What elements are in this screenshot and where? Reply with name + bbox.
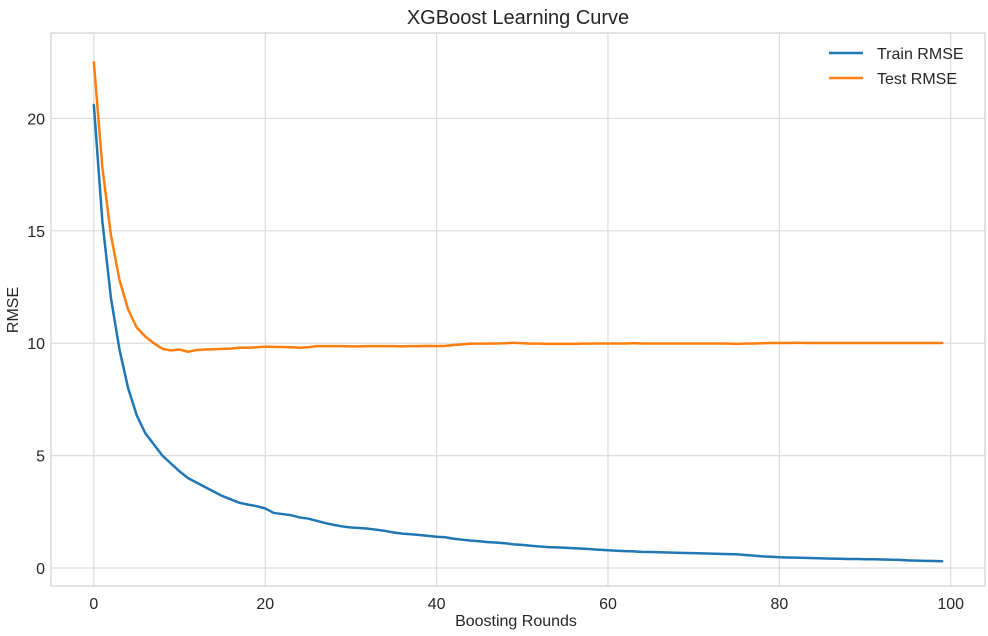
y-tick-label: 0 [36,561,45,578]
legend: Train RMSE Test RMSE [829,46,964,88]
x-tick-label: 60 [599,596,617,613]
y-tick-labels: 0 5 10 15 20 [27,111,45,578]
series-lines [92,60,944,563]
legend-label-test: Test RMSE [877,71,957,88]
legend-label-train: Train RMSE [877,46,964,63]
x-tick-label: 100 [937,596,964,613]
y-tick-label: 10 [27,336,45,353]
y-tick-label: 5 [36,449,45,466]
x-tick-label: 20 [256,596,274,613]
series-line-test-rmse [92,60,944,354]
x-tick-label: 40 [428,596,446,613]
y-tick-label: 20 [27,111,45,128]
x-tick-label: 80 [770,596,788,613]
y-axis-label: RMSE [5,287,22,333]
x-tick-labels: 0 20 40 60 80 100 [89,596,964,613]
x-axis-label: Boosting Rounds [455,613,577,630]
series-line-train-rmse [92,103,944,563]
y-tick-label: 15 [27,224,45,241]
chart-title: XGBoost Learning Curve [407,7,629,29]
x-tick-label: 0 [89,596,98,613]
plot-area [50,32,986,587]
